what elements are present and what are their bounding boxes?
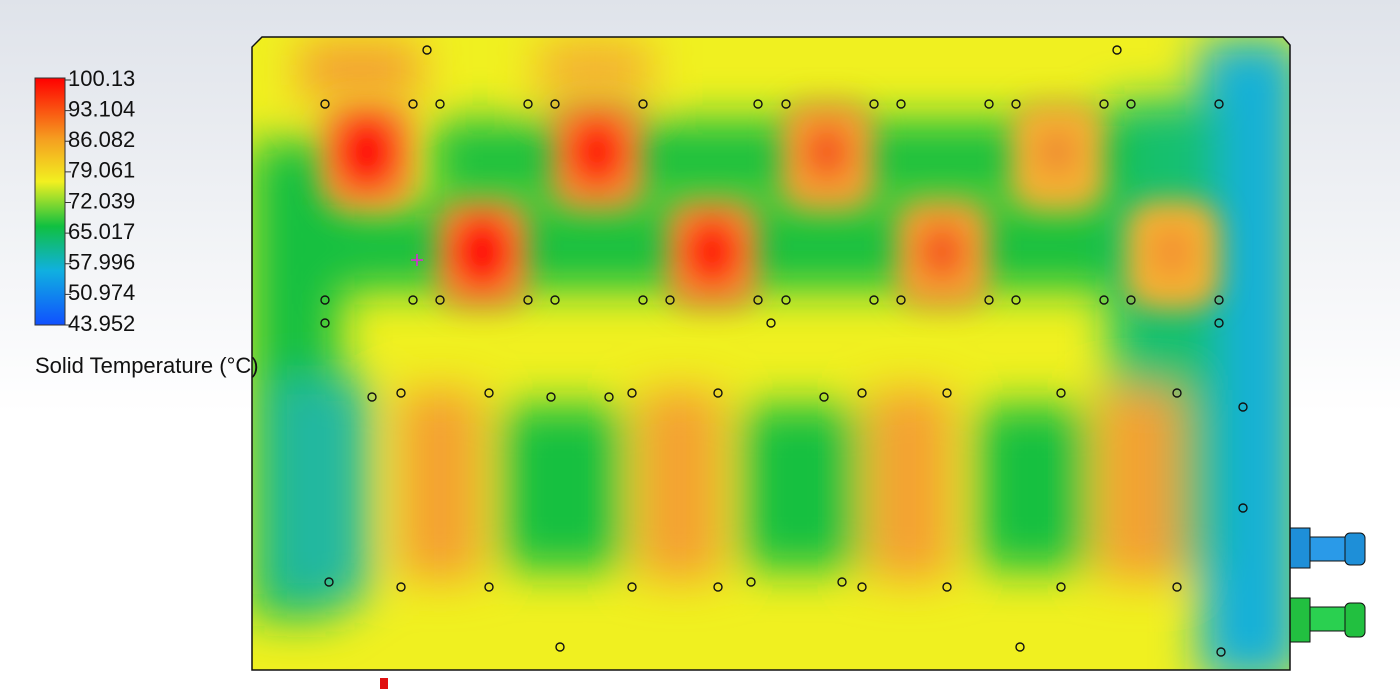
legend-label: 50.974 <box>68 280 135 305</box>
hole <box>523 295 533 305</box>
legend-label: 79.061 <box>68 158 135 183</box>
hole <box>1126 99 1136 109</box>
hole <box>1099 99 1109 109</box>
hole <box>550 295 560 305</box>
hole <box>942 582 952 592</box>
hole <box>320 295 330 305</box>
hole <box>435 295 445 305</box>
hole <box>746 577 756 587</box>
legend-label: 65.017 <box>68 219 135 244</box>
hole <box>713 388 723 398</box>
temperature-field <box>252 37 1290 670</box>
hole <box>1011 99 1021 109</box>
hole <box>819 392 829 402</box>
hole <box>1126 295 1136 305</box>
hole <box>523 99 533 109</box>
hole <box>320 318 330 328</box>
hole <box>627 582 637 592</box>
hole <box>1099 295 1109 305</box>
legend-label: 72.039 <box>68 188 135 213</box>
hole <box>1172 388 1182 398</box>
hole <box>408 99 418 109</box>
hole <box>753 99 763 109</box>
hole <box>1112 45 1122 55</box>
hole <box>1238 503 1248 513</box>
hole <box>781 99 791 109</box>
hole <box>1056 388 1066 398</box>
hole <box>1238 402 1248 412</box>
hole <box>422 45 432 55</box>
hole <box>1056 582 1066 592</box>
legend-label: 86.082 <box>68 127 135 152</box>
legend-title: Solid Temperature (°C) <box>35 353 259 378</box>
mounting-holes <box>320 45 1248 657</box>
hole <box>781 295 791 305</box>
hole <box>484 582 494 592</box>
hole <box>396 582 406 592</box>
hole <box>546 392 556 402</box>
hole <box>435 99 445 109</box>
hole <box>857 582 867 592</box>
plate-outline <box>251 36 1291 671</box>
hole <box>942 388 952 398</box>
hole <box>484 388 494 398</box>
legend-label: 93.104 <box>68 96 135 121</box>
hole <box>896 295 906 305</box>
hole <box>408 295 418 305</box>
hole <box>984 295 994 305</box>
hole <box>1214 99 1224 109</box>
hole <box>857 388 867 398</box>
hole <box>638 99 648 109</box>
hole <box>869 99 879 109</box>
hole <box>1015 642 1025 652</box>
hole <box>1214 295 1224 305</box>
color-bar <box>34 77 66 326</box>
legend: Solid Temperature (°C) 100.13 93.104 86.08… <box>34 66 259 378</box>
hole <box>555 642 565 652</box>
hole <box>1172 582 1182 592</box>
legend-label: 57.996 <box>68 250 135 275</box>
hole <box>396 388 406 398</box>
hole <box>766 318 776 328</box>
hole <box>320 99 330 109</box>
hole <box>837 577 847 587</box>
legend-label: 43.952 <box>68 311 135 336</box>
hole <box>324 577 334 587</box>
hole <box>1214 318 1224 328</box>
hole <box>604 392 614 402</box>
hole <box>984 99 994 109</box>
hole <box>550 99 560 109</box>
hole <box>713 582 723 592</box>
hole <box>627 388 637 398</box>
hole <box>665 295 675 305</box>
hole <box>1011 295 1021 305</box>
axis-marker <box>380 678 388 689</box>
legend-label: 100.13 <box>68 66 135 91</box>
hole <box>367 392 377 402</box>
hole <box>896 99 906 109</box>
hole <box>638 295 648 305</box>
hole <box>753 295 763 305</box>
hole <box>1216 647 1226 657</box>
hole <box>869 295 879 305</box>
fittings <box>1289 527 1366 643</box>
